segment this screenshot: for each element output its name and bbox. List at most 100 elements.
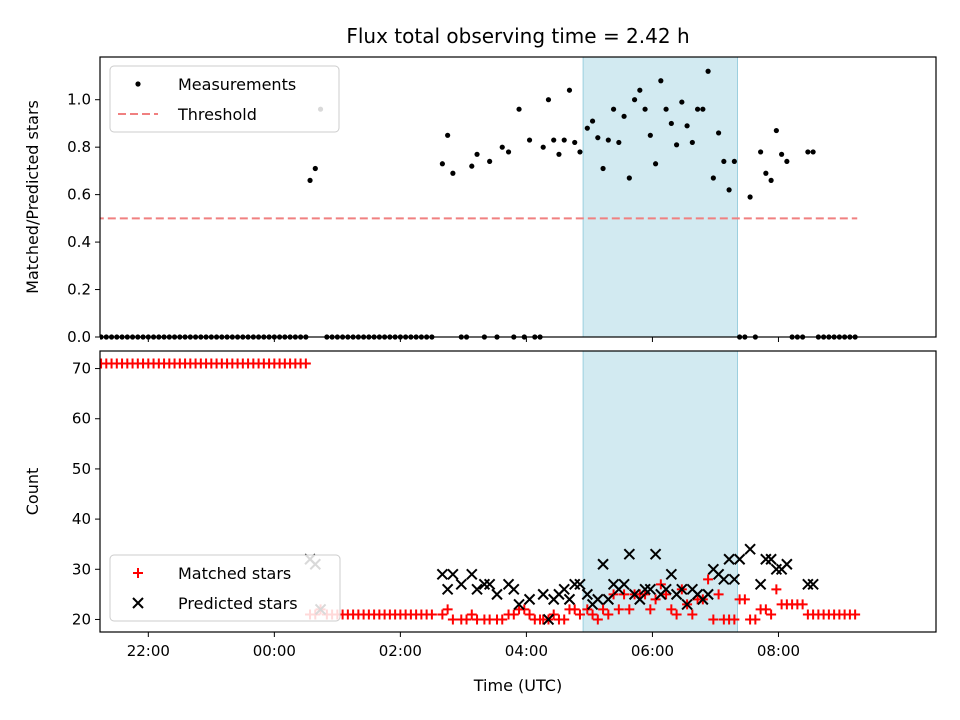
matched-stars-point — [592, 614, 603, 625]
legend-box — [109, 65, 340, 133]
predicted-stars-point — [781, 558, 793, 570]
matched-stars-point — [442, 604, 453, 615]
measurements-point — [595, 135, 601, 141]
measurements-point — [445, 132, 451, 138]
matched-stars-point — [603, 609, 614, 620]
predicted-stars-point — [441, 583, 454, 596]
y-tick-label: 70 — [72, 360, 91, 378]
matched-stars-point — [797, 599, 808, 610]
predicted-stars-point — [563, 593, 576, 606]
measurements-point — [694, 106, 701, 112]
measurements-point — [715, 130, 722, 136]
matched-stars-point — [640, 589, 651, 600]
measurements-point — [679, 99, 685, 105]
matched-stars-point — [613, 604, 624, 615]
matched-stars-point — [300, 358, 311, 369]
matched-stars-point — [608, 589, 619, 600]
y-tick-label: 40 — [72, 510, 91, 528]
measurements-point — [631, 97, 638, 103]
measurements-point — [637, 87, 643, 93]
measurements-point — [551, 137, 557, 143]
predicted-stars-point — [436, 568, 449, 581]
measurements-point — [505, 149, 512, 155]
matched-stars-point — [497, 614, 508, 625]
measurements-point — [721, 158, 727, 165]
legend-label-predicted-stars: Predicted stars — [178, 594, 298, 613]
measurements-point — [616, 139, 622, 146]
predicted-stars-point — [491, 588, 503, 601]
predicted-stars-point — [702, 588, 714, 601]
predicted-stars-point — [471, 583, 483, 596]
measurements-point — [584, 125, 590, 131]
predicted-stars-point — [676, 583, 688, 596]
predicted-stars-point — [478, 578, 491, 591]
measurements-point — [668, 120, 674, 127]
matched-stars-point — [587, 609, 598, 620]
predicted-stars-point — [649, 548, 662, 560]
predicted-stars-point — [523, 593, 536, 606]
measurements-point — [763, 170, 769, 176]
matched-stars-point — [750, 614, 761, 625]
matched-stars-point — [729, 614, 740, 625]
predicted-stars-point — [508, 583, 520, 596]
chart-title: Flux total observing time = 2.42 h — [346, 24, 689, 48]
predicted-stars-point — [728, 573, 741, 586]
measurements-point — [663, 106, 669, 112]
predicted-stars-point — [592, 593, 604, 606]
matched-stars-point — [569, 604, 580, 615]
matched-stars-point — [771, 584, 782, 595]
predicted-stars-point — [770, 563, 783, 575]
predicted-stars-point — [660, 583, 672, 596]
panel-matched-ratio: 0.0 0.2 0.4 0.6 0.8 1.0 Matched/Predicted star… — [23, 56, 937, 346]
measurements-point — [652, 161, 659, 167]
axes-frame — [99, 56, 937, 338]
matched-stars-point — [466, 609, 477, 620]
panel-counts: 22:00 00:00 02:00 04:00 06:00 08:00 20 30 40 50 60… — [23, 350, 937, 660]
x-tick-label: 08:00 — [757, 642, 800, 660]
predicted-stars-point — [569, 578, 581, 591]
measurements-point — [605, 137, 611, 143]
x-tick-label: 06:00 — [631, 642, 674, 660]
y-axis-label: Count — [23, 468, 42, 516]
legend-label-threshold: Threshold — [177, 105, 257, 124]
observing-window-band — [582, 56, 739, 338]
legend-marker-matched-stars — [133, 568, 143, 578]
predicted-stars-point — [602, 593, 615, 606]
matched-stars-point — [760, 604, 771, 615]
matched-stars-point — [645, 604, 656, 615]
measurements-point — [526, 137, 533, 143]
measurements-point — [540, 144, 546, 150]
measurements-point — [307, 177, 313, 183]
matched-stars-point — [519, 604, 530, 615]
y-axis-label: Matched/Predicted stars — [23, 100, 42, 294]
measurements-point — [572, 139, 578, 146]
predicted-stars-point — [644, 583, 657, 596]
measurements-point — [566, 87, 573, 93]
predicted-stars-point — [681, 598, 693, 611]
measurements-point — [731, 158, 737, 165]
predicted-stars-point — [723, 553, 735, 565]
matched-stars-point — [548, 609, 559, 620]
predicted-stars-point — [765, 553, 777, 565]
y-tick-label: 0.0 — [67, 328, 91, 346]
matched-stars-point — [559, 614, 570, 625]
measurements-point — [439, 161, 445, 167]
y-tick-label: 0.2 — [67, 281, 91, 299]
y-tick-label: 60 — [72, 410, 91, 428]
measurements-point — [673, 142, 680, 148]
matched-stars-point — [426, 609, 437, 620]
matched-stars-point — [666, 604, 677, 615]
y-tick-label: 0.4 — [67, 233, 91, 251]
predicted-stars-point — [618, 578, 630, 591]
measurements-point — [545, 97, 552, 103]
measurements-point — [710, 175, 716, 181]
predicted-stars-point — [754, 578, 767, 591]
y-tick-label: 0.6 — [67, 186, 91, 204]
measurements-point — [758, 149, 764, 155]
legend-label-matched-stars: Matched stars — [178, 564, 291, 583]
predicted-stars-point — [542, 613, 555, 626]
measurements-point — [469, 163, 475, 169]
matched-stars-point — [598, 604, 609, 615]
x-tick-label: 22:00 — [127, 642, 170, 660]
